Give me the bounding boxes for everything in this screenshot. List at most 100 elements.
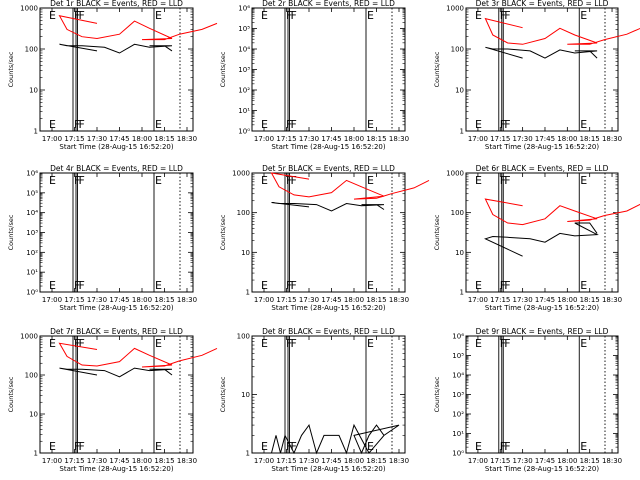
panel-7-ytick-label: 100	[25, 372, 38, 380]
panel-1-ytick-label: 10	[29, 87, 38, 95]
panel-4-ytick-label: 10⁵	[26, 189, 38, 197]
panel-4-marker-bottom: E	[49, 279, 56, 292]
panel-3-xtick-label: 17:15	[490, 135, 510, 143]
panel-3-xtick-label: 17:45	[535, 135, 555, 143]
panel-8-series-events	[271, 423, 400, 455]
panel-7-marker-bottom: E	[49, 440, 56, 453]
panel-2-ylabel: Counts/sec	[219, 51, 227, 87]
panel-1-marker-bottom: E	[155, 118, 162, 131]
panel-2-xtick-label: 17:00	[254, 135, 274, 143]
panel-4-ytick-label: 10³	[26, 229, 38, 237]
panel-4-marker-top: F	[74, 174, 80, 187]
panel-8-ylabel: Counts/sec	[219, 376, 227, 412]
panel-5-marker-bottom: E	[261, 279, 268, 292]
panel-2-marker-top: E	[367, 9, 374, 22]
panel-6-xtick-label: 18:30	[602, 296, 622, 304]
panel-5-xtick-label: 18:15	[366, 296, 386, 304]
panel-4-marker-bottom: F	[79, 279, 85, 292]
panel-2-xtick-label: 17:45	[321, 135, 341, 143]
panel-1-xtick-label: 18:15	[154, 135, 174, 143]
panel-9-ytick-label: 10⁶	[452, 333, 464, 341]
panel-9-ytick-label: 10¹	[452, 430, 464, 438]
panel-1-marker-bottom: E	[49, 118, 56, 131]
panel-5-title: Det 5r BLACK = Events, RED = LLD	[262, 164, 395, 173]
panel-6-marker-bottom: F	[504, 279, 510, 292]
panel-8-title: Det 8r BLACK = Events, RED = LLD	[262, 327, 395, 336]
panel-6-xtick-label: 17:00	[468, 296, 488, 304]
panel-5-ytick-label: 10	[241, 249, 250, 257]
panel-2-marker-bottom: E	[261, 118, 268, 131]
panel-2-marker-bottom: F	[291, 118, 297, 131]
panel-9-marker-top: F	[504, 337, 510, 350]
panel-6-xtick-label: 18:15	[580, 296, 600, 304]
panel-4-xtick-label: 18:00	[132, 296, 152, 304]
panel-5-xtick-label: 17:45	[321, 296, 341, 304]
panel-3-series-events	[485, 46, 598, 59]
panel-9-marker-top: F	[500, 337, 506, 350]
panel-2-xtick-label: 18:15	[366, 135, 386, 143]
panel-5-series-events	[271, 202, 385, 212]
panel-1-ytick-label: 1000	[20, 5, 38, 13]
panel-6-marker-bottom: F	[500, 279, 506, 292]
panel-3-marker-bottom: E	[475, 118, 482, 131]
panel-6-marker-top: F	[504, 174, 510, 187]
panel-2-ytick-label: 10⁵	[238, 25, 250, 33]
panel-5-marker-top: E	[367, 174, 374, 187]
panel-6-xtick-label: 17:15	[490, 296, 510, 304]
panel-3-marker-top: E	[475, 9, 482, 22]
panel-9-marker-bottom: F	[500, 440, 506, 453]
panel-6-series-events	[484, 222, 599, 257]
panel-8-marker-bottom: F	[286, 440, 292, 453]
panel-8-marker-top: E	[261, 337, 268, 350]
panel-3-ytick-label: 100	[451, 46, 464, 54]
panel-4-ytick-label: 10¹	[26, 269, 38, 277]
panel-4-xtick-label: 17:15	[64, 296, 84, 304]
panel-4-ytick-label: 10⁶	[26, 170, 38, 178]
panel-4-marker-top: E	[155, 174, 162, 187]
panel-3-ytick-label: 1	[460, 128, 464, 136]
panel-9-xtick-label: 17:30	[513, 457, 533, 465]
panel-4-xtick-label: 18:15	[154, 296, 174, 304]
panel-1-marker-top: F	[74, 9, 80, 22]
panel-9-xtick-label: 18:30	[602, 457, 622, 465]
panel-6-ytick-label: 100	[451, 209, 464, 217]
panel-9-ylabel: Counts/sec	[433, 376, 441, 412]
panel-6-ytick-label: 10	[455, 249, 464, 257]
panel-9-ytick-label: 10⁴	[452, 372, 464, 380]
panel-6-series-lld	[484, 198, 640, 226]
panel-2-marker-bottom: F	[286, 118, 292, 131]
panel-8-marker-top: F	[286, 337, 292, 350]
panel-4-xtick-label: 17:30	[87, 296, 107, 304]
panel-9-marker-top: E	[580, 337, 587, 350]
panel-1-marker-top: E	[49, 9, 56, 22]
panel-7-marker-bottom: F	[79, 440, 85, 453]
panel-8-marker-top: F	[291, 337, 297, 350]
panel-5-xtick-label: 18:30	[389, 296, 409, 304]
panel-4-ylabel: Counts/sec	[7, 214, 15, 250]
panel-7-ytick-label: 1	[34, 450, 38, 458]
panel-4-ytick-label: 10⁰	[26, 289, 38, 297]
panel-4-ytick-label: 10⁴	[26, 209, 38, 217]
panel-5-ylabel: Counts/sec	[219, 214, 227, 250]
panel-2-marker-top: F	[286, 9, 292, 22]
panel-8-xlabel: Start Time (28-Aug-15 16:52:20)	[271, 465, 385, 473]
panel-3-marker-bottom: E	[580, 118, 587, 131]
panel-2-xlabel: Start Time (28-Aug-15 16:52:20)	[271, 143, 385, 151]
panel-7-frame	[39, 335, 194, 454]
panel-3-title: Det 3r BLACK = Events, RED = LLD	[476, 0, 609, 8]
panel-1-frame	[39, 7, 194, 132]
panel-2-ytick-label: 10⁶	[238, 5, 250, 13]
panel-6-title: Det 6r BLACK = Events, RED = LLD	[476, 164, 609, 173]
panel-6-ytick-label: 1	[460, 289, 464, 297]
panel-7-marker-top: E	[49, 337, 56, 350]
panel-5-ytick-label: 1000	[232, 170, 250, 178]
panel-3-xtick-label: 18:15	[580, 135, 600, 143]
panel-9-marker-bottom: E	[475, 440, 482, 453]
panel-3-xlabel: Start Time (28-Aug-15 16:52:20)	[485, 143, 599, 151]
panel-1-marker-top: E	[155, 9, 162, 22]
panel-4-marker-top: F	[79, 174, 85, 187]
panel-8-xtick-label: 18:30	[389, 457, 409, 465]
panel-1-ytick-label: 1	[34, 128, 38, 136]
panel-8-marker-bottom: E	[261, 440, 268, 453]
panel-1-xtick-label: 17:30	[87, 135, 107, 143]
